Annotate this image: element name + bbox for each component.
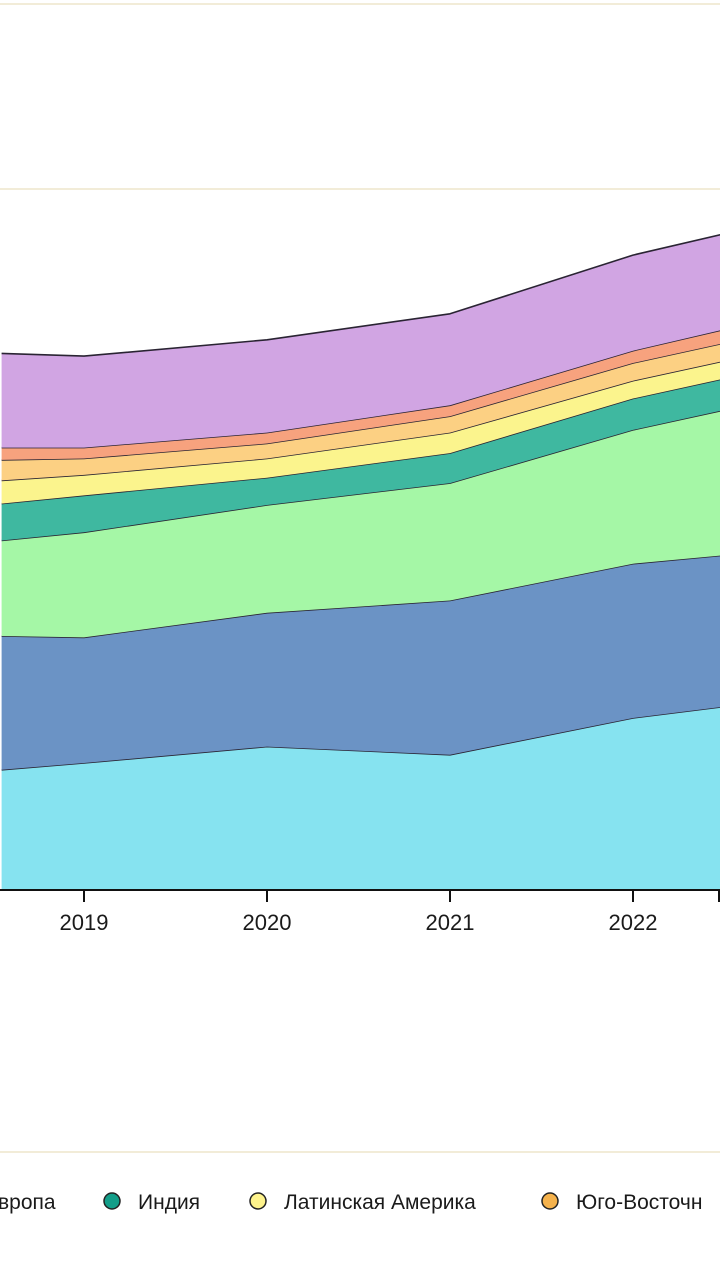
area-series-s3 bbox=[1, 410, 720, 638]
area-outline-s1 bbox=[1, 706, 720, 771]
legend: вропа Индия Латинская Америка Юго-Восточн bbox=[0, 1191, 702, 1214]
legend-marker bbox=[541, 1192, 559, 1210]
legend-label: Латинская Америка bbox=[284, 1191, 476, 1214]
x-axis: 2019 2020 2021 2022 bbox=[0, 889, 720, 935]
x-tick-label: 2021 bbox=[426, 910, 475, 935]
x-tick-label: 2019 bbox=[60, 910, 109, 935]
legend-marker bbox=[249, 1192, 267, 1210]
legend-label: Индия bbox=[138, 1191, 200, 1214]
legend-marker bbox=[103, 1192, 121, 1210]
area-series-s4 bbox=[1, 379, 720, 541]
legend-item: Индия bbox=[103, 1191, 200, 1214]
legend-item: вропа bbox=[0, 1191, 56, 1214]
area-series-s1 bbox=[1, 707, 720, 890]
x-tick-label: 2020 bbox=[243, 910, 292, 935]
legend-label: Юго-Восточн bbox=[576, 1191, 702, 1214]
area-series-s8 bbox=[1, 234, 720, 448]
area-outline-s8 bbox=[1, 233, 720, 357]
area-series-s5 bbox=[1, 361, 720, 504]
areas-layer bbox=[1, 233, 720, 890]
x-tick-label: 2022 bbox=[609, 910, 658, 935]
legend-item: Латинская Америка bbox=[249, 1191, 476, 1214]
area-series-s6 bbox=[1, 343, 720, 481]
area-series-s2 bbox=[1, 555, 720, 770]
legend-item: Юго-Восточн bbox=[541, 1191, 702, 1214]
legend-label: вропа bbox=[0, 1191, 56, 1214]
